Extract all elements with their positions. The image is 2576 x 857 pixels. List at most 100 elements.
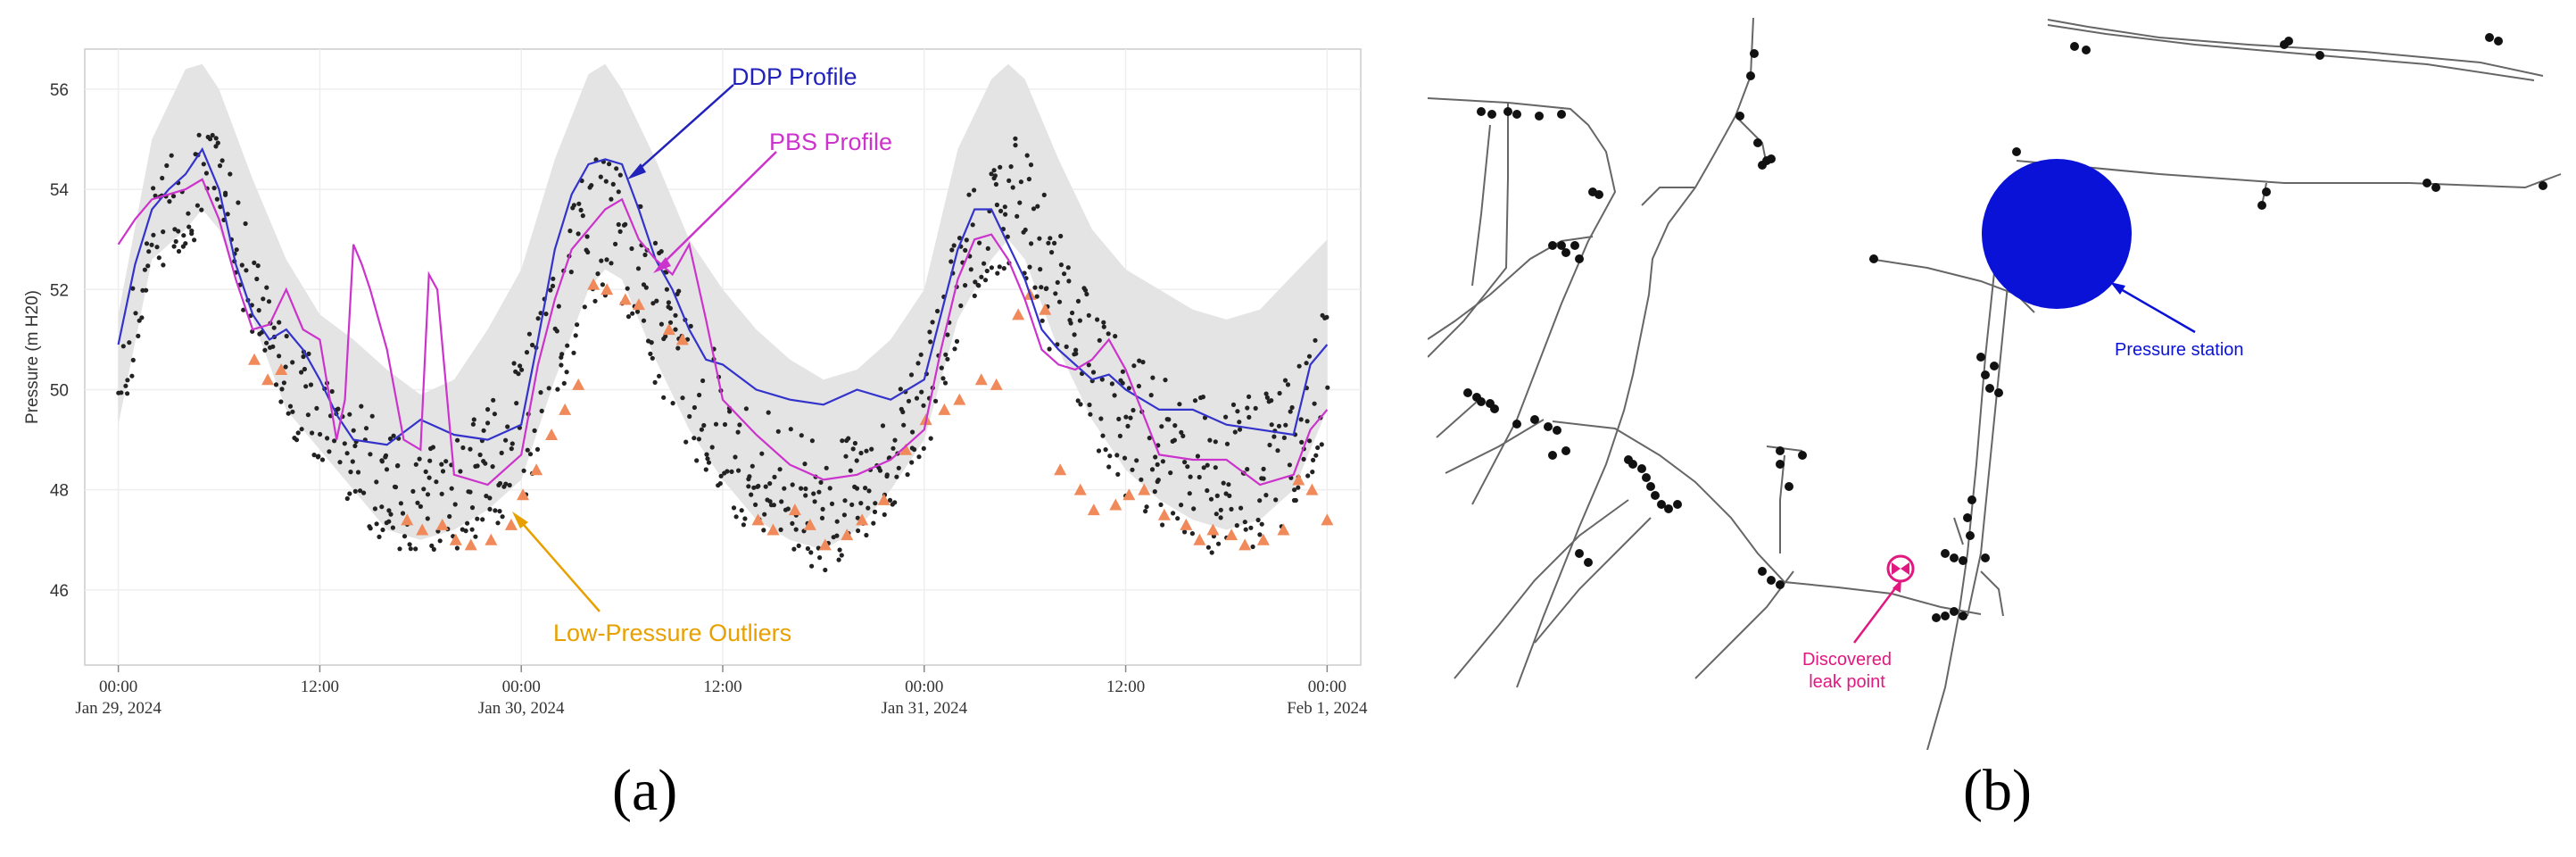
observation-dot [1003, 212, 1008, 217]
network-node [1512, 420, 1521, 428]
observation-dot [989, 265, 994, 270]
observation-dot [497, 509, 502, 514]
network-node [1967, 495, 1976, 504]
observation-dot [144, 241, 150, 246]
observation-dot [1023, 227, 1028, 233]
observation-dot [747, 474, 752, 479]
observation-dot [1058, 262, 1064, 268]
observation-dot [670, 401, 675, 406]
ddp-arrow-head [627, 163, 646, 179]
pressure-station-marker[interactable] [1982, 159, 2132, 309]
observation-dot [892, 500, 898, 505]
observation-dot [575, 322, 580, 328]
observation-dot [284, 333, 289, 339]
observation-dot [741, 522, 747, 528]
observation-dot [1250, 544, 1255, 550]
network-node [1985, 384, 1994, 393]
observation-dot [1065, 265, 1071, 270]
observation-dot [201, 162, 206, 167]
observation-dot [223, 190, 228, 196]
observation-dot [706, 460, 712, 465]
observation-dot [1024, 153, 1030, 158]
observation-dot [311, 453, 317, 458]
observation-dot [1301, 456, 1306, 462]
observation-dot [119, 390, 124, 395]
observation-dot [887, 497, 893, 503]
observation-dot [945, 332, 950, 337]
observation-dot [1209, 550, 1214, 555]
observation-dot [1305, 473, 1311, 478]
y-tick-label: 48 [50, 482, 69, 501]
observation-dot [856, 528, 861, 534]
observation-dot [1263, 391, 1269, 396]
observation-dot [652, 240, 658, 245]
observation-dot [727, 409, 733, 414]
observation-dot [532, 428, 537, 433]
observation-dot [858, 501, 864, 506]
observation-dot [749, 492, 754, 497]
network-node [2431, 183, 2440, 192]
observation-dot [1205, 487, 1210, 494]
observation-dot [1226, 482, 1231, 487]
observation-dot [1227, 493, 1232, 499]
network-node [1490, 404, 1499, 413]
observation-dot [215, 140, 220, 146]
observation-dot [490, 464, 495, 470]
observation-dot [1077, 318, 1082, 323]
observation-dot [1122, 455, 1128, 461]
observation-dot [294, 437, 300, 443]
observation-dot [676, 288, 682, 294]
network-node [1994, 388, 2003, 397]
leak-point-marker[interactable] [1886, 554, 1915, 583]
observation-dot [910, 429, 915, 435]
network-node [1544, 422, 1553, 431]
ddp-annotation: DDP Profile [627, 63, 857, 179]
observation-dot [1207, 437, 1213, 443]
x-tick-time: 00:00 [502, 678, 541, 696]
observation-dot [998, 208, 1004, 213]
network-node [2315, 51, 2324, 60]
observation-dot [775, 428, 781, 434]
observation-dot [1098, 416, 1104, 421]
observation-dot [538, 390, 543, 395]
outlier-marker [818, 538, 832, 551]
pipe [1766, 445, 1803, 452]
network-node [1981, 553, 1990, 562]
pressure-chart: 00:00 Jan 29, 2024 12:00 00:00 Jan 30, 2024 1… [23, 48, 1368, 718]
observation-dot [342, 441, 347, 446]
observation-dot [803, 493, 808, 498]
observation-dot [145, 263, 151, 269]
observation-dot [394, 463, 401, 469]
observation-dot [667, 320, 674, 325]
observation-dot [973, 279, 978, 285]
observation-dot [156, 255, 162, 261]
observation-dot [252, 260, 257, 265]
observation-dot [392, 484, 398, 489]
observation-dot [437, 538, 443, 544]
observation-dot [1247, 394, 1252, 399]
outlier-marker [261, 373, 275, 386]
observation-dot [386, 508, 392, 513]
observation-dot [1086, 362, 1091, 368]
observation-dot [592, 298, 598, 304]
observation-dot [1216, 541, 1222, 546]
outlier-marker [545, 428, 559, 440]
observation-dot [154, 245, 160, 250]
network-node [1503, 107, 1512, 116]
observation-dot [534, 446, 541, 452]
network-node [1487, 110, 1496, 119]
observation-dot [1084, 291, 1089, 297]
observation-dot [809, 438, 816, 444]
observation-dot [661, 395, 667, 400]
outlier-marker [877, 493, 890, 505]
observation-dot [497, 480, 503, 487]
observation-dot [352, 488, 358, 495]
observation-dot [1073, 351, 1079, 356]
network-node [1477, 397, 1486, 406]
observation-dot [421, 487, 427, 492]
observation-dot [993, 181, 998, 187]
observation-dot [912, 446, 917, 453]
observation-dot [384, 467, 390, 472]
observation-dot [939, 365, 944, 370]
outlier-marker [899, 443, 913, 455]
